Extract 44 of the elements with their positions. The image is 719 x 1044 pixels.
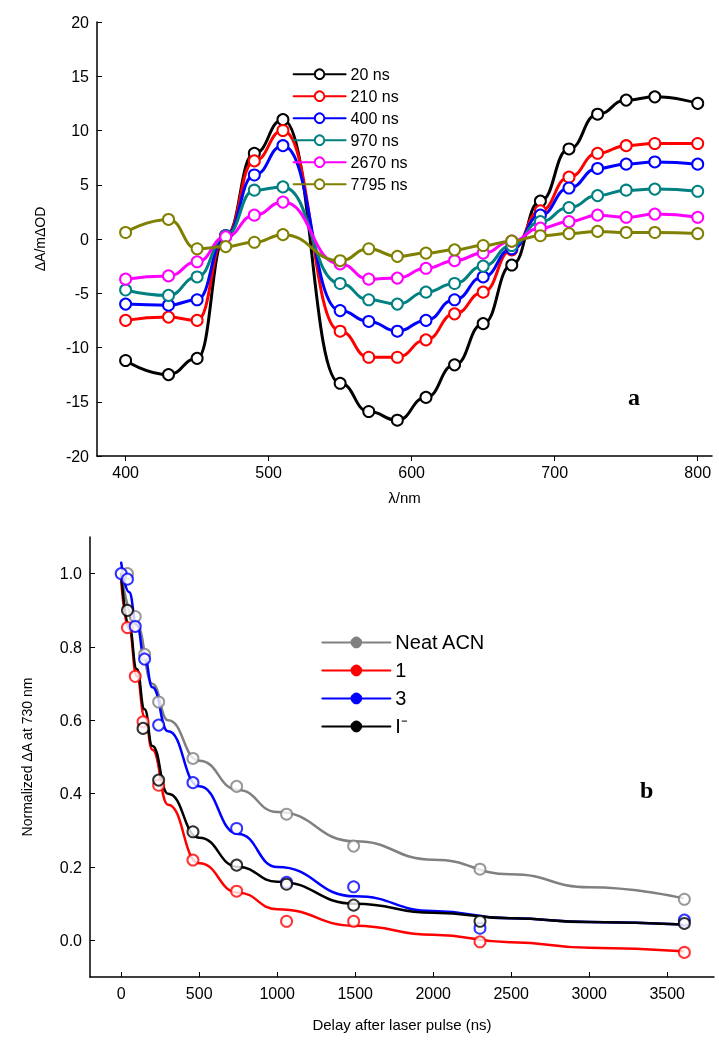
y-tick-label: -5 xyxy=(74,284,90,302)
x-tick-label: 1000 xyxy=(259,984,296,1002)
y-tick-label: 0.2 xyxy=(59,858,83,876)
legend-label: Neat ACN xyxy=(395,631,485,654)
y-tick-label: 20 xyxy=(71,13,90,31)
x-tick-label: 500 xyxy=(255,463,283,481)
x-tick-label: 600 xyxy=(398,463,426,481)
y-tick-label: 0 xyxy=(80,230,90,248)
y-axis-title: ΔA/mΔOD xyxy=(32,206,48,272)
y-tick-label: -20 xyxy=(65,447,90,465)
y-tick-label: -15 xyxy=(65,393,90,411)
y-tick-label: 0.0 xyxy=(59,931,83,949)
legend-label: 2670 ns xyxy=(350,153,408,171)
legend-label: 3 xyxy=(395,687,407,710)
legend-label: 20 ns xyxy=(350,65,390,83)
y-tick-label: 0.6 xyxy=(59,711,83,729)
x-axis-title: λ/nm xyxy=(388,489,421,506)
y-tick-label: 10 xyxy=(71,122,90,139)
legend-label: 400 ns xyxy=(350,109,399,127)
x-axis-title: Delay after laser pulse (ns) xyxy=(312,1016,492,1033)
y-tick-label: 0.4 xyxy=(59,785,83,803)
x-tick-label: 3500 xyxy=(649,984,686,1002)
x-tick-label: 500 xyxy=(185,984,213,1002)
y-axis-title: Normalized ΔA at 730 nm xyxy=(19,677,35,837)
y-tick-label: 5 xyxy=(80,176,90,194)
x-tick-label: 800 xyxy=(684,463,712,481)
legend-label: 970 ns xyxy=(350,131,399,149)
annotation: b xyxy=(640,777,654,803)
annotation: a xyxy=(628,384,640,410)
x-tick-label: 1500 xyxy=(337,984,374,1002)
legend-label: 1 xyxy=(395,659,407,682)
legend-label: 7795 ns xyxy=(350,175,408,193)
x-tick-label: 2000 xyxy=(415,984,452,1002)
legend-label: I⁻ xyxy=(395,715,408,738)
x-tick-label: 700 xyxy=(541,463,569,481)
y-tick-label: 0.8 xyxy=(59,638,83,656)
y-tick-label: 1.0 xyxy=(59,565,83,583)
legend-label: 210 ns xyxy=(350,87,399,105)
y-tick-label: 15 xyxy=(71,67,90,85)
x-tick-label: 0 xyxy=(116,984,126,1002)
y-tick-label: -10 xyxy=(65,339,90,356)
x-tick-label: 3000 xyxy=(571,984,608,1002)
x-tick-label: 2500 xyxy=(493,984,530,1002)
x-tick-label: 400 xyxy=(112,463,140,481)
